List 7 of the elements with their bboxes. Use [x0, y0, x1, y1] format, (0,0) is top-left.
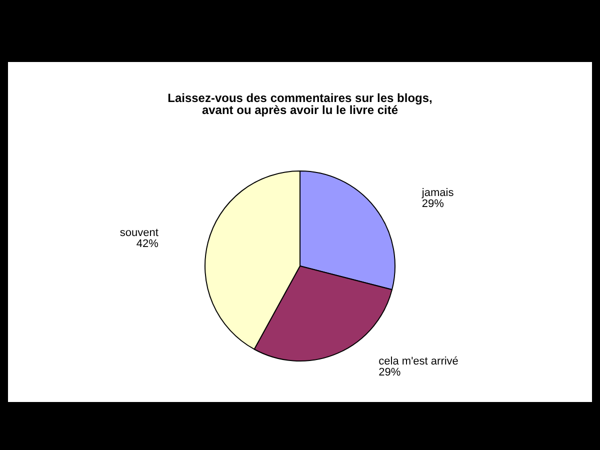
slice-label: souvent	[120, 227, 158, 240]
data-label: 29%	[378, 366, 401, 378]
slice-label: cela m'est arrivé	[378, 355, 458, 368]
data-label: 29%	[422, 198, 444, 210]
slice-label: jamais	[420, 187, 454, 200]
chart-title: Laissez-vous des commentaires sur les blogs, avant ou après avoir lu le livre cité	[168, 91, 432, 117]
data-label: 42%	[136, 238, 159, 250]
